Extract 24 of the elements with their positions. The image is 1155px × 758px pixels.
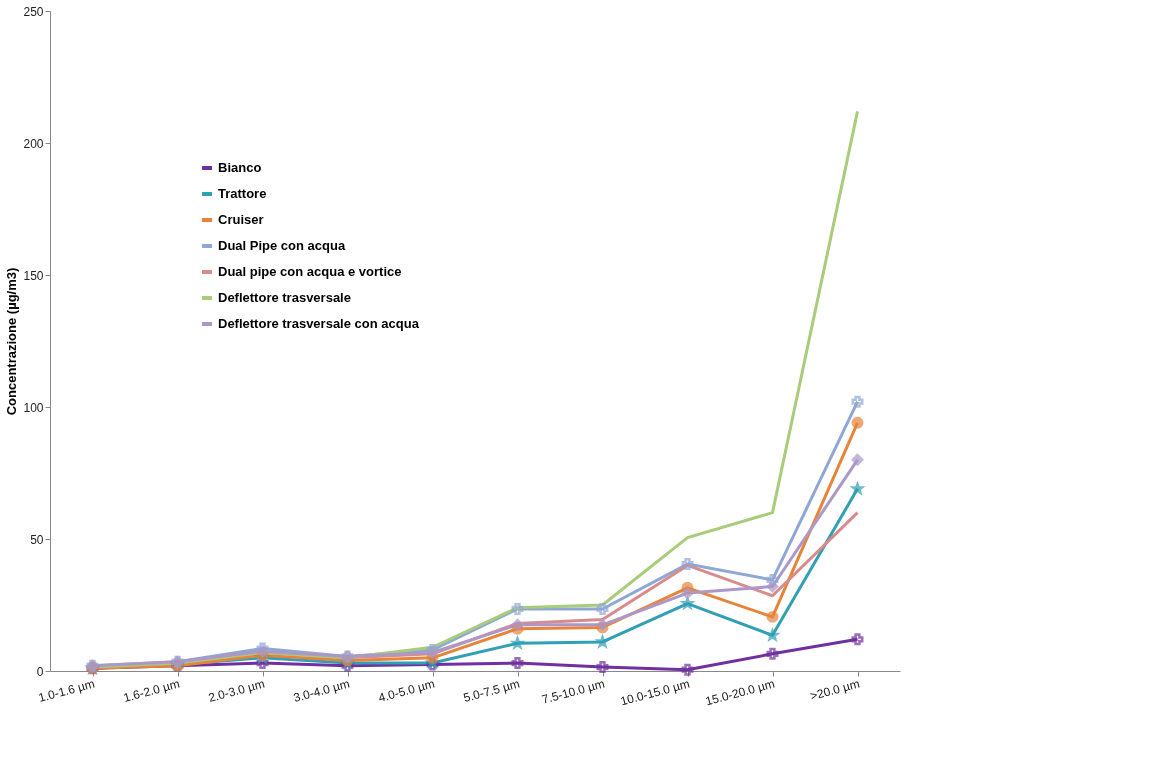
x-tick-label: 1.0-1.6 µm xyxy=(36,676,97,705)
x-tick-label: 5.0-7.5 µm xyxy=(461,676,522,705)
x-tick-label: 2.0-3.0 µm xyxy=(206,676,267,705)
legend-label: Bianco xyxy=(218,160,262,175)
y-tick-label: 100 xyxy=(23,400,44,415)
x-tick-label: 3.0-4.0 µm xyxy=(291,676,352,705)
x-tick-label: 1.6-2.0 µm xyxy=(121,676,182,705)
legend-label: Deflettore trasversale xyxy=(218,290,351,305)
y-tick-label: 50 xyxy=(30,532,44,547)
legend-label: Deflettore trasversale con acqua xyxy=(218,316,420,331)
y-axis-title: Concentrazione (µg/m3) xyxy=(4,267,20,416)
x-tick-label: 10.0-15.0 µm xyxy=(618,676,692,709)
legend-label: Dual Pipe con acqua xyxy=(218,238,346,253)
x-tick-label: 15.0-20.0 µm xyxy=(703,676,777,709)
y-tick-label: 0 xyxy=(36,664,44,679)
legend-label: Dual pipe con acqua e vortice xyxy=(218,264,402,279)
x-tick-label: 4.0-5.0 µm xyxy=(376,676,437,705)
x-tick-label: >20.0 µm xyxy=(808,676,862,704)
y-tick-label: 250 xyxy=(23,4,44,19)
y-tick-label: 150 xyxy=(23,268,44,283)
y-tick-label: 200 xyxy=(23,136,44,151)
x-tick-label: 7.5-10.0 µm xyxy=(540,676,607,707)
legend-label: Cruiser xyxy=(218,212,264,227)
legend-label: Trattore xyxy=(218,186,267,201)
